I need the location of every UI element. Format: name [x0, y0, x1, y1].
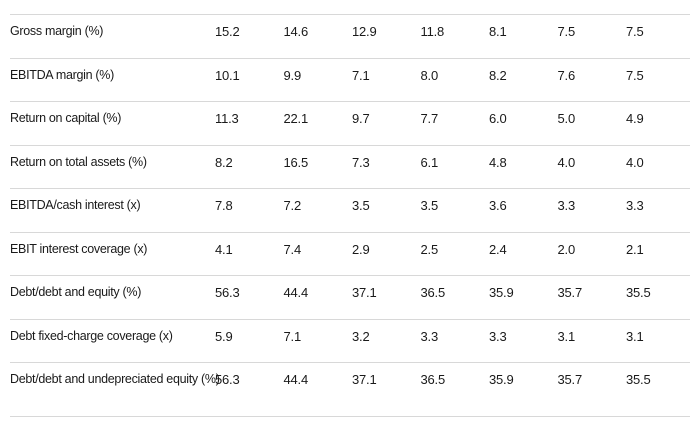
table-row: Gross margin (%) 15.2 14.6 12.9 11.8 8.1 7.5 7.…	[10, 14, 690, 58]
value-cell: 5.0	[557, 111, 576, 126]
value-cell: 2.5	[420, 241, 439, 257]
value-cell: 4.1	[215, 241, 233, 257]
row-label: Debt/debt and undepreciated equity (%)	[10, 372, 220, 386]
row-label: Return on capital (%)	[10, 111, 122, 125]
value-cell: 3.1	[557, 328, 576, 344]
value-cell: 7.6	[557, 67, 576, 83]
table-row: EBITDA/cash interest (x) 7.8 7.2 3.5 3.5 3.6 3…	[10, 188, 690, 232]
value-cell: 7.5	[626, 24, 644, 39]
value-cell: 3.3	[557, 198, 576, 213]
value-cell: 9.9	[283, 67, 302, 83]
value-cell: 8.2	[489, 67, 507, 83]
row-label: EBIT interest coverage (x)	[10, 241, 148, 256]
value-cell: 36.5	[420, 285, 446, 300]
value-cell: 3.2	[352, 328, 370, 344]
value-cell: 2.0	[557, 241, 576, 257]
value-cell: 2.9	[352, 241, 370, 257]
value-cell: 7.8	[215, 198, 233, 213]
value-cell: 36.5	[420, 372, 446, 387]
value-cell: 12.9	[352, 24, 377, 39]
value-cell: 3.5	[352, 198, 370, 213]
value-cell: 3.3	[626, 198, 644, 213]
value-cell: 3.6	[489, 198, 507, 213]
value-cell: 10.1	[215, 67, 240, 83]
value-cell: 35.9	[489, 372, 514, 387]
value-cell: 22.1	[283, 111, 309, 126]
value-cell: 3.5	[420, 198, 439, 213]
value-cell: 2.4	[489, 241, 507, 257]
value-cell: 2.1	[626, 241, 644, 257]
value-cell: 35.7	[557, 372, 583, 387]
value-cell: 7.2	[283, 198, 302, 213]
value-cell: 37.1	[352, 285, 377, 300]
value-cell: 3.3	[420, 328, 439, 344]
value-cell: 8.2	[215, 154, 233, 170]
table-row: EBIT interest coverage (x) 4.1 7.4 2.9 2.5 2.…	[10, 231, 690, 276]
value-cell: 3.1	[626, 328, 644, 344]
value-cell: 8.1	[489, 24, 507, 39]
table-row: Debt/debt and equity (%) 56.3 44.4 37.1 36.5…	[10, 275, 690, 319]
value-cell: 4.0	[557, 154, 576, 170]
value-cell: 7.4	[283, 241, 302, 257]
value-cell: 7.7	[420, 111, 439, 126]
table-row: Debt fixed-charge coverage (x) 5.9 7.1 3.2 3…	[10, 318, 690, 363]
value-cell: 8.0	[420, 67, 439, 83]
row-label: EBITDA/cash interest (x)	[10, 198, 141, 212]
row-label: Gross margin (%)	[10, 24, 104, 38]
value-cell: 11.3	[215, 111, 239, 126]
value-cell: 6.0	[489, 111, 507, 126]
value-cell: 35.5	[626, 372, 651, 387]
value-cell: 37.1	[352, 372, 377, 387]
row-label: Debt/debt and equity (%)	[10, 285, 142, 299]
table-row: Return on total assets (%) 8.2 16.5 7.3 6.1 4…	[10, 144, 690, 189]
value-cell: 11.8	[420, 24, 445, 39]
value-cell: 7.3	[352, 154, 370, 170]
value-cell: 16.5	[283, 154, 309, 170]
row-label: EBITDA margin (%)	[10, 67, 114, 82]
value-cell: 7.5	[557, 24, 576, 39]
value-cell: 4.9	[626, 111, 644, 126]
value-cell: 56.3	[215, 285, 240, 300]
value-cell: 14.6	[283, 24, 309, 39]
value-cell: 7.5	[626, 67, 644, 83]
value-cell: 9.7	[352, 111, 370, 126]
value-cell: 4.0	[626, 154, 644, 170]
value-cell: 35.5	[626, 285, 651, 300]
value-cell: 56.3	[215, 372, 240, 387]
value-cell: 7.1	[352, 67, 370, 83]
value-cell: 44.4	[283, 372, 309, 387]
value-cell: 35.7	[557, 285, 583, 300]
value-cell: 7.1	[283, 328, 302, 344]
value-cell: 15.2	[215, 24, 240, 39]
row-label: Debt fixed-charge coverage (x)	[10, 328, 173, 343]
row-label: Return on total assets (%)	[10, 154, 147, 169]
financial-ratios-table: Gross margin (%) 15.2 14.6 12.9 11.8 8.1 7.5 7.…	[10, 14, 690, 417]
value-cell: 35.9	[489, 285, 514, 300]
value-cell: 44.4	[283, 285, 309, 300]
value-cell: 6.1	[420, 154, 439, 170]
table-row: Return on capital (%) 11.3 22.1 9.7 7.7 6.0 5.…	[10, 101, 690, 145]
table-row: Debt/debt and undepreciated equity (%) 56…	[10, 362, 690, 416]
table-row: EBITDA margin (%) 10.1 9.9 7.1 8.0 8.2 7.6 7.5	[10, 57, 690, 102]
value-cell: 3.3	[489, 328, 507, 344]
value-cell: 4.8	[489, 154, 507, 170]
value-cell: 5.9	[215, 328, 233, 344]
